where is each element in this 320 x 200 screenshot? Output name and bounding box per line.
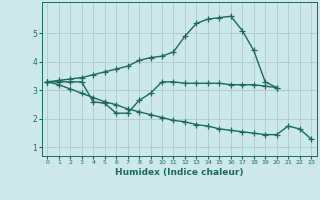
- X-axis label: Humidex (Indice chaleur): Humidex (Indice chaleur): [115, 168, 244, 177]
